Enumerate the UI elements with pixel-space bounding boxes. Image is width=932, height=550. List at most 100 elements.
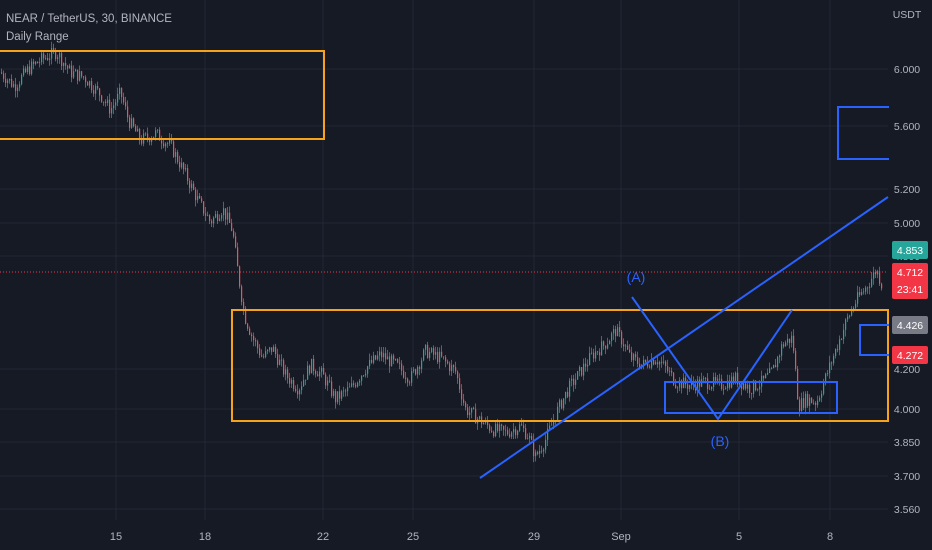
- candle-body: [385, 353, 387, 360]
- y-tick-label: 5.000: [894, 218, 920, 230]
- candle-body: [459, 378, 461, 390]
- candle-body: [397, 359, 399, 363]
- candle-body: [319, 371, 321, 377]
- candle-body: [645, 359, 647, 363]
- candle-body: [609, 340, 611, 345]
- candle-body: [325, 374, 327, 386]
- candle-body: [157, 129, 159, 131]
- candle-body: [681, 380, 683, 389]
- candle-body: [161, 140, 163, 144]
- candle-body: [125, 102, 127, 107]
- candle-body: [601, 341, 603, 356]
- candle-body: [5, 78, 7, 83]
- currency-label: USDT: [893, 9, 922, 21]
- candle-body: [1, 72, 3, 74]
- candle-body: [859, 292, 861, 295]
- candle-body: [371, 359, 373, 363]
- candle-body: [767, 373, 769, 375]
- candle-body: [851, 310, 853, 316]
- candle-body: [113, 105, 115, 109]
- candle-body: [37, 61, 39, 64]
- candle-body: [817, 400, 819, 405]
- candle-body: [341, 391, 343, 399]
- symbol-title: NEAR / TetherUS, 30, BINANCE: [6, 13, 172, 25]
- candle-body: [529, 435, 531, 439]
- candle-body: [321, 368, 323, 372]
- annotation-a: (A): [627, 269, 646, 285]
- candle-body: [857, 292, 859, 304]
- price-marker-4-853: 4.853: [892, 241, 928, 259]
- candle-body: [873, 272, 875, 279]
- candle-body: [65, 63, 67, 66]
- candle-body: [629, 349, 631, 353]
- candle-body: [211, 220, 213, 224]
- candle-body: [369, 359, 371, 367]
- candle-body: [299, 390, 301, 395]
- candle-body: [195, 189, 197, 201]
- candle-body: [175, 152, 177, 157]
- candle-body: [119, 87, 121, 94]
- candle-body: [407, 378, 409, 383]
- candle-body: [699, 379, 701, 387]
- candle-body: [405, 377, 407, 379]
- target-bracket-lower: [859, 324, 889, 356]
- drawings[interactable]: (A) (B): [0, 50, 889, 479]
- candle-body: [845, 319, 847, 330]
- trend-line: [479, 196, 889, 479]
- y-tick-label: 3.700: [894, 471, 920, 483]
- candle-body: [615, 329, 617, 337]
- candle-body: [497, 423, 499, 431]
- candle-body: [95, 85, 97, 94]
- candle-body: [625, 345, 627, 347]
- candle-body: [793, 335, 795, 351]
- candle-body: [869, 286, 871, 288]
- candle-body: [191, 183, 193, 188]
- candle-body: [745, 383, 747, 389]
- candle-body: [181, 162, 183, 168]
- candle-body: [775, 365, 777, 368]
- candle-body: [631, 352, 633, 361]
- candle-body: [619, 327, 621, 332]
- candle-body: [863, 291, 865, 293]
- candle-body: [19, 84, 21, 88]
- candle-body: [861, 292, 863, 295]
- candle-body: [441, 351, 443, 357]
- candle-body: [589, 353, 591, 365]
- candle-body: [479, 416, 481, 419]
- candle-body: [553, 420, 555, 425]
- candle-body: [123, 97, 125, 103]
- candle-body: [573, 378, 575, 385]
- candle-body: [509, 434, 511, 437]
- candle-body: [471, 407, 473, 413]
- candle-body: [257, 341, 259, 349]
- candle-body: [689, 385, 691, 389]
- candle-body: [233, 230, 235, 237]
- candle-body: [231, 222, 233, 231]
- candle-body: [763, 375, 765, 379]
- candle-body: [91, 81, 93, 91]
- candle-body: [551, 424, 553, 426]
- x-tick-label: 18: [199, 531, 211, 543]
- candle-body: [473, 407, 475, 409]
- candle-body: [21, 75, 23, 85]
- candle-body: [465, 402, 467, 408]
- candle-body: [339, 391, 341, 399]
- candle-body: [199, 196, 201, 199]
- svg-text:4.272: 4.272: [897, 350, 923, 362]
- candle-body: [537, 452, 539, 454]
- candle-body: [53, 48, 55, 51]
- candle-body: [177, 152, 179, 163]
- candle-body: [523, 425, 525, 429]
- candle-body: [101, 95, 103, 102]
- candle-body: [567, 391, 569, 397]
- candle-body: [133, 118, 135, 127]
- y-tick-label: 6.000: [894, 64, 920, 76]
- candle-body: [281, 359, 283, 361]
- candle-body: [235, 236, 237, 248]
- candle-body: [607, 344, 609, 349]
- candle-body: [881, 283, 883, 289]
- candle-body: [839, 339, 841, 350]
- candle-body: [443, 356, 445, 358]
